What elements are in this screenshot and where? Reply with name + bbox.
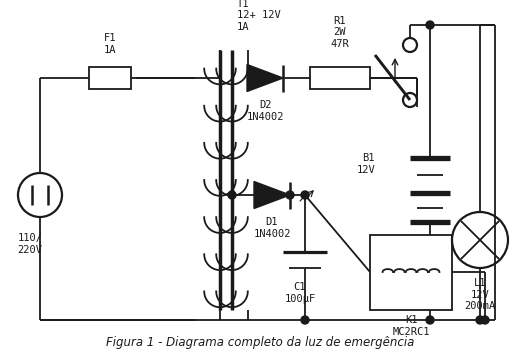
Text: D1
1N4002: D1 1N4002 [253,217,291,238]
Text: L1
12V
200mA: L1 12V 200mA [464,278,496,311]
Circle shape [426,21,434,29]
Bar [370,235,452,310]
Circle shape [426,316,434,324]
Text: B1
12V: B1 12V [356,153,375,175]
Text: C1
100μF: C1 100μF [284,282,316,303]
Circle shape [301,191,309,199]
Circle shape [476,316,484,324]
Circle shape [286,191,294,199]
Bar [89,67,131,89]
Text: K1
MC2RC1: K1 MC2RC1 [392,315,430,337]
Circle shape [228,191,236,199]
Circle shape [301,316,309,324]
Polygon shape [247,65,283,91]
Text: 110/
220V: 110/ 220V [18,233,43,255]
Text: Figura 1 - Diagrama completo da luz de emergência: Figura 1 - Diagrama completo da luz de e… [106,336,414,349]
Text: T1
12+ 12V
1A: T1 12+ 12V 1A [237,0,281,32]
Circle shape [481,316,489,324]
Text: F1
1A: F1 1A [104,34,116,55]
Text: D2
1N4002: D2 1N4002 [246,100,284,122]
Text: R1
2W
47R: R1 2W 47R [331,16,349,49]
Bar [310,67,370,89]
Polygon shape [254,181,290,208]
